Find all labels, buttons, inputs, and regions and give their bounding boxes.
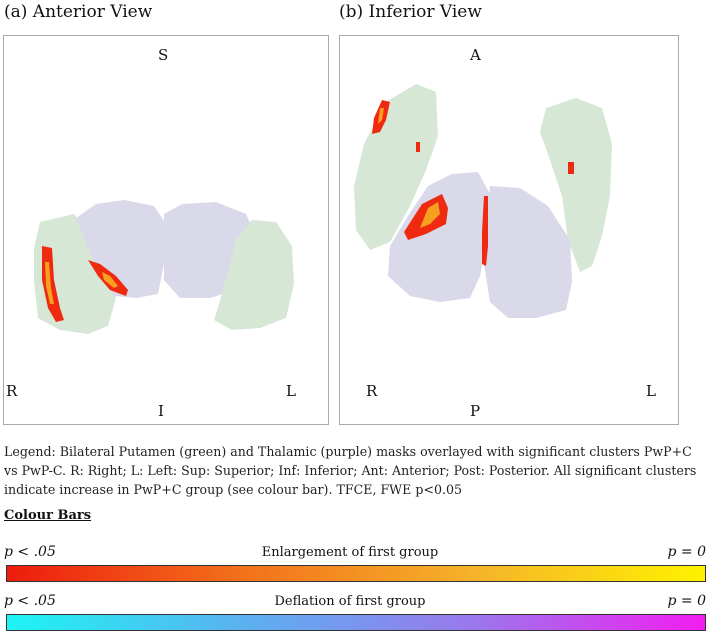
- left-putamen-mask: [214, 220, 294, 330]
- right-thalamus-mask: [76, 200, 166, 298]
- right-putamen-cluster-core: [45, 262, 54, 304]
- left-label: L: [286, 382, 296, 400]
- anterior-label: A: [470, 46, 481, 64]
- deflation-colour-bar: [6, 614, 706, 631]
- colour-bars-heading: Colour Bars: [4, 508, 92, 523]
- small-cluster-1: [416, 142, 420, 152]
- posterior-label: P: [470, 402, 481, 420]
- putamen-cluster-core: [378, 108, 384, 124]
- legend-text: Legend: Bilateral Putamen (green) and Th…: [4, 444, 697, 497]
- inferior-label: I: [158, 402, 164, 420]
- inferior-view-image: [354, 84, 612, 318]
- right-label: R: [366, 382, 378, 400]
- thalamic-cluster-core: [102, 272, 118, 288]
- anterior-view-title: (a) Anterior View: [4, 2, 153, 22]
- deflation-left-label: p < .05: [4, 593, 56, 609]
- enlargement-title: Enlargement of first group: [261, 545, 439, 560]
- left-thalamus-mask: [484, 186, 572, 318]
- enlargement-colour-bar: [6, 565, 706, 582]
- right-thalamus-mask: [388, 172, 490, 302]
- enlargement-left-label: p < .05: [4, 544, 56, 560]
- deflation-right-label: p = 0: [667, 593, 707, 609]
- superior-label: S: [158, 46, 169, 64]
- enlargement-right-label: p = 0: [667, 544, 707, 560]
- inferior-view-panel: A P R L: [339, 35, 679, 425]
- left-putamen-mask: [540, 98, 612, 272]
- thalamic-cluster-core: [420, 202, 440, 228]
- small-cluster-2: [568, 162, 574, 174]
- deflation-title: Deflation of first group: [274, 594, 426, 609]
- left-label: L: [646, 382, 656, 400]
- inferior-view-title: (b) Inferior View: [339, 2, 482, 22]
- right-label: R: [6, 382, 18, 400]
- anterior-view-panel: S I R L: [3, 35, 329, 425]
- anterior-view-image: [34, 200, 294, 334]
- midline-cluster: [482, 196, 488, 266]
